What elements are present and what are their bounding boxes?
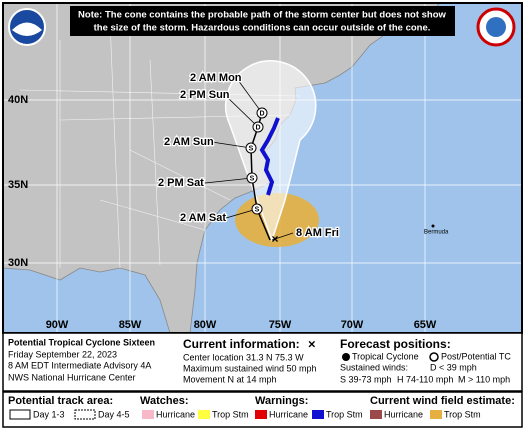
track-label: 2 PM Sat	[158, 177, 204, 189]
forecast-point	[246, 172, 258, 184]
legend-item: Hurricane	[384, 409, 423, 419]
wind-class: D < 39 mph	[430, 362, 477, 372]
legend-item: Trop Stm	[326, 409, 363, 419]
forecast-heading: Forecast positions:	[340, 337, 451, 351]
note-line: Note: The cone contains the probable pat…	[78, 10, 446, 21]
legend-item: Trop Stm	[444, 409, 481, 419]
label-leaders	[204, 79, 294, 241]
swatch-ts-watch	[198, 410, 210, 419]
lon-label: 65W	[414, 319, 437, 331]
forecast-point-letter: S	[255, 206, 260, 213]
swatch-day13	[9, 409, 31, 420]
legend-item: Day 4-5	[98, 409, 130, 419]
wind-class: S 39-73 mph	[340, 374, 392, 384]
nws-logo-center	[486, 17, 506, 37]
lon-label: 75W	[269, 319, 292, 331]
swatch-day45	[74, 409, 96, 420]
date: Friday September 22, 2023	[8, 349, 117, 359]
lat-label: 40N	[8, 94, 28, 106]
tc-symbol	[342, 353, 350, 361]
winds-heading: Sustained winds:	[340, 362, 408, 372]
tropical-storm-warning	[259, 117, 280, 196]
lon-label: 70W	[341, 319, 364, 331]
swatch-ts-warning	[312, 410, 324, 419]
lat-label: 35N	[8, 179, 28, 191]
current-position: ×	[271, 232, 278, 246]
current-line: Maximum sustained wind 50 mph	[183, 363, 317, 373]
swatch-hurricane-wind	[370, 410, 382, 419]
forecast-point	[251, 203, 263, 215]
legend-heading: Current wind field estimate:	[370, 395, 515, 407]
current-line: Movement N at 14 mph	[183, 374, 277, 384]
advisory: 8 AM EDT Intermediate Advisory 4A	[8, 360, 151, 370]
state-lines	[19, 19, 301, 269]
legend-heading: Potential track area:	[8, 395, 113, 407]
legend: Potential track area: Day 1-3 Day 4-5 Wa…	[2, 391, 523, 428]
wind-class: H 74-110 mph	[397, 374, 453, 384]
swatch-ts-wind	[430, 410, 442, 419]
legend-heading: Warnings:	[255, 395, 308, 407]
place-label: Bermuda	[424, 230, 449, 236]
swatch-hurricane-warning	[255, 410, 267, 419]
forecast-point	[256, 107, 268, 119]
legend-item: Hurricane	[156, 409, 195, 419]
legend-item: Trop Stm	[212, 409, 249, 419]
track-label: 8 AM Fri	[296, 227, 339, 239]
lon-label: 85W	[119, 319, 142, 331]
legend-item: Day 1-3	[33, 409, 65, 419]
note-box	[70, 6, 455, 36]
ptc-label: Post/Potential TC	[441, 351, 511, 361]
note-line: the size of the storm. Hazardous conditi…	[94, 23, 431, 34]
forecast-point-letter: S	[249, 145, 254, 152]
bermuda-dot	[431, 224, 435, 228]
land	[2, 2, 441, 334]
track-label: 2 PM Sun	[180, 89, 230, 101]
forecast-point-letter: D	[255, 124, 260, 131]
map: × S S S DD 2 AM Mon 2 PM Sun 2 AM Sun 2 PM …	[2, 2, 523, 334]
lon-label: 80W	[194, 319, 217, 331]
legend-box	[2, 391, 523, 428]
noaa-logo-bird	[12, 22, 42, 36]
lat-label: 30N	[8, 257, 28, 269]
info-panel: Potential Tropical Cyclone Sixteen Frida…	[2, 332, 523, 392]
lon-label: 90W	[46, 319, 69, 331]
track-label: 2 AM Sat	[180, 212, 226, 224]
current-symbol: ×	[308, 336, 316, 351]
forecast-point-letter: S	[250, 175, 255, 182]
track-label: 2 AM Sun	[164, 136, 214, 148]
track-label: 2 AM Mon	[190, 72, 242, 84]
forecast-point-letter: D	[259, 110, 264, 117]
forecast-cone	[225, 60, 317, 243]
info-box	[2, 332, 523, 392]
storm-name: Potential Tropical Cyclone Sixteen	[8, 337, 155, 347]
ptc-symbol	[429, 352, 439, 362]
legend-heading: Watches:	[140, 395, 189, 407]
wind-class: M > 110 mph	[458, 374, 510, 384]
forecast-point	[252, 121, 264, 133]
office: NWS National Hurricane Center	[8, 372, 136, 382]
current-heading: Current information:	[183, 337, 300, 351]
swatch-hurricane-watch	[142, 410, 154, 419]
current-line: Center location 31.3 N 75.3 W	[183, 352, 304, 362]
tc-label: Tropical Cyclone	[352, 351, 419, 361]
legend-item: Hurricane	[269, 409, 308, 419]
forecast-point	[245, 142, 257, 154]
